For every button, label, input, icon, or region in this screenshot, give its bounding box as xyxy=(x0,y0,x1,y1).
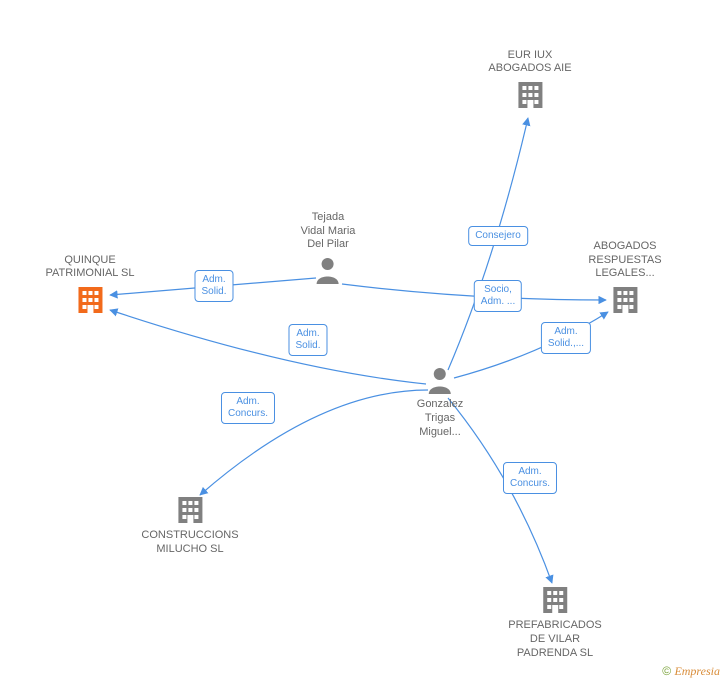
footer-brand: Empresia xyxy=(674,664,720,678)
edge xyxy=(110,310,426,384)
edge xyxy=(110,278,316,295)
copyright-symbol: © xyxy=(662,664,671,678)
edge xyxy=(200,390,428,495)
edge xyxy=(448,398,552,583)
diagram-canvas xyxy=(0,0,728,685)
edge xyxy=(454,312,608,378)
edge xyxy=(342,284,606,300)
edge xyxy=(448,118,528,370)
footer: © Empresia xyxy=(662,664,720,679)
